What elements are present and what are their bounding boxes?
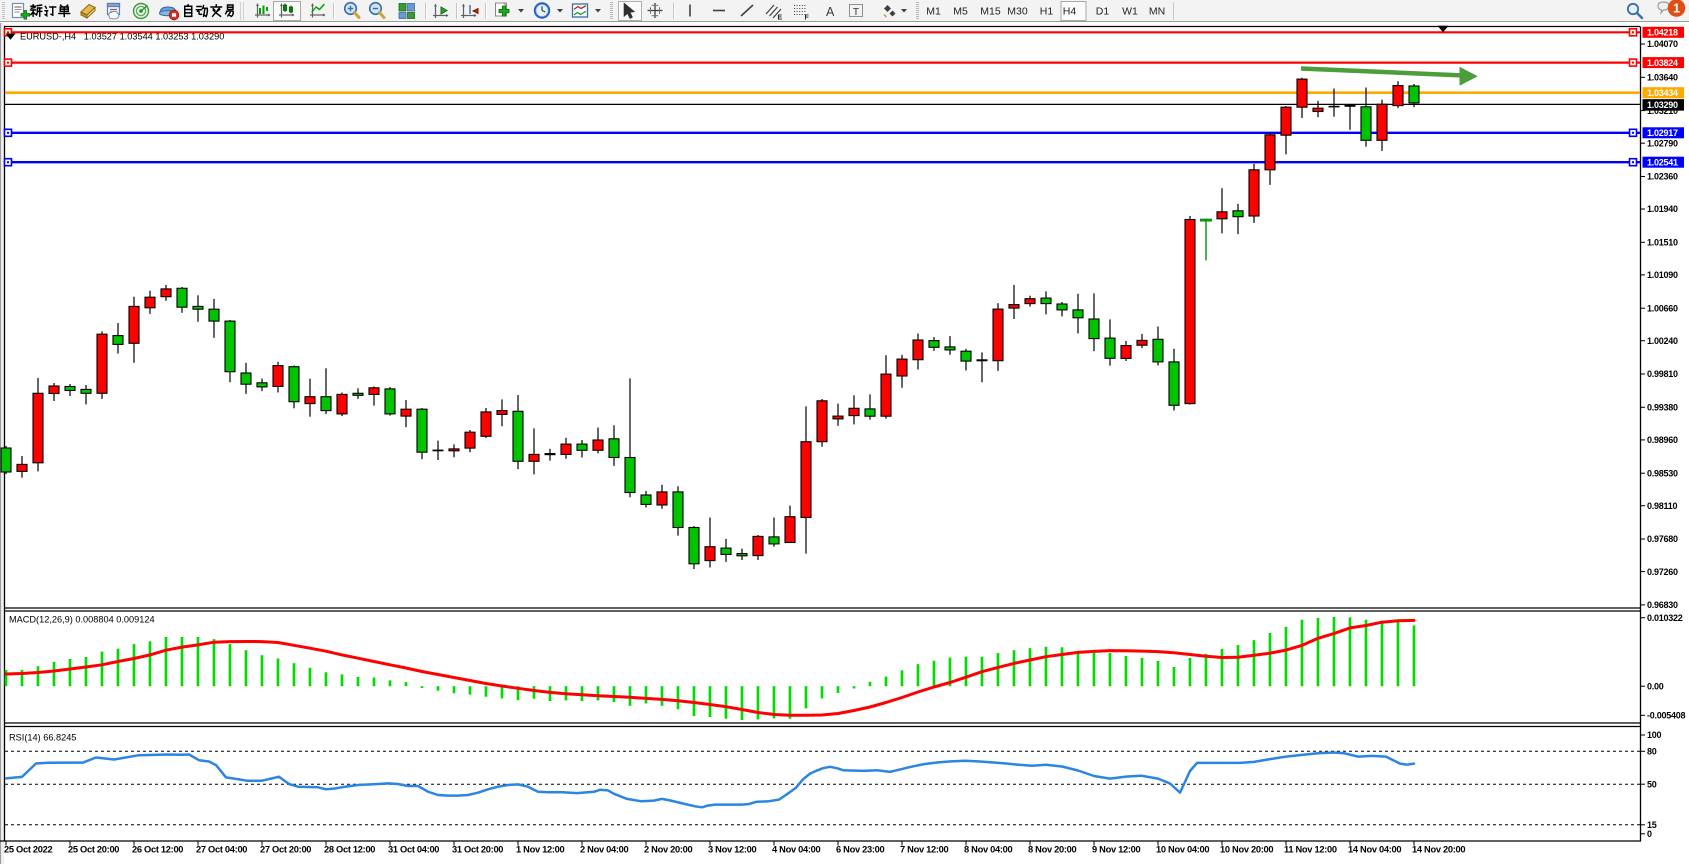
svg-text:15: 15 — [1647, 820, 1657, 830]
svg-text:M5: M5 — [953, 6, 968, 18]
svg-text:1.00240: 1.00240 — [1647, 336, 1678, 346]
svg-text:11 Nov 12:00: 11 Nov 12:00 — [1284, 845, 1337, 855]
svg-text:8 Nov 04:00: 8 Nov 04:00 — [964, 845, 1013, 855]
svg-text:1.00660: 1.00660 — [1647, 303, 1678, 313]
svg-text:1 Nov 12:00: 1 Nov 12:00 — [516, 845, 565, 855]
svg-text:3 Nov 12:00: 3 Nov 12:00 — [708, 845, 757, 855]
svg-text:1.03290: 1.03290 — [1647, 100, 1678, 110]
svg-text:EURUSD-,H4 1.03527 1.03544 1: EURUSD-,H4 1.03527 1.03544 1.03253 1.032… — [20, 32, 224, 42]
svg-text:50: 50 — [1647, 779, 1657, 789]
svg-text:1.01940: 1.01940 — [1647, 204, 1678, 214]
svg-text:2 Nov 20:00: 2 Nov 20:00 — [644, 845, 693, 855]
svg-text:27 Oct 04:00: 27 Oct 04:00 — [196, 845, 247, 855]
svg-text:8 Nov 20:00: 8 Nov 20:00 — [1028, 845, 1077, 855]
svg-text:M30: M30 — [1007, 6, 1028, 18]
svg-text:31 Oct 04:00: 31 Oct 04:00 — [388, 845, 439, 855]
svg-text:1.04070: 1.04070 — [1647, 39, 1678, 49]
svg-text:25 Oct 2022: 25 Oct 2022 — [4, 845, 53, 855]
svg-text:1.01090: 1.01090 — [1647, 270, 1678, 280]
svg-text:1.02541: 1.02541 — [1647, 157, 1678, 167]
svg-text:25 Oct 20:00: 25 Oct 20:00 — [68, 845, 119, 855]
svg-text:0.97680: 0.97680 — [1647, 534, 1678, 544]
svg-text:0.97260: 0.97260 — [1647, 567, 1678, 577]
svg-text:10 Nov 20:00: 10 Nov 20:00 — [1220, 845, 1273, 855]
svg-text:1.01510: 1.01510 — [1647, 238, 1678, 248]
svg-text:1.02790: 1.02790 — [1647, 138, 1678, 148]
svg-text:14 Nov 20:00: 14 Nov 20:00 — [1412, 845, 1465, 855]
svg-text:H1: H1 — [1040, 6, 1054, 18]
svg-text:1.02360: 1.02360 — [1647, 172, 1678, 182]
svg-text:1.04218: 1.04218 — [1647, 28, 1678, 38]
svg-text:1.03824: 1.03824 — [1647, 58, 1678, 68]
svg-text:A: A — [826, 5, 835, 19]
svg-text:0: 0 — [1647, 829, 1652, 839]
svg-text:1.02917: 1.02917 — [1647, 128, 1678, 138]
svg-text:2 Nov 04:00: 2 Nov 04:00 — [580, 845, 629, 855]
svg-text:0.98530: 0.98530 — [1647, 468, 1678, 478]
svg-text:1.03434: 1.03434 — [1647, 88, 1678, 98]
svg-text:6 Nov 23:00: 6 Nov 23:00 — [836, 845, 885, 855]
svg-text:0.00: 0.00 — [1647, 681, 1664, 691]
svg-text:H4: H4 — [1063, 6, 1077, 18]
svg-text:28 Oct 12:00: 28 Oct 12:00 — [324, 845, 375, 855]
svg-text:F: F — [805, 15, 810, 22]
svg-text:0.99810: 0.99810 — [1647, 369, 1678, 379]
svg-text:27 Oct 20:00: 27 Oct 20:00 — [260, 845, 311, 855]
svg-text:100: 100 — [1647, 730, 1662, 740]
svg-text:M1: M1 — [926, 6, 941, 18]
svg-text:0.99380: 0.99380 — [1647, 403, 1678, 413]
svg-text:1: 1 — [1673, 2, 1680, 16]
svg-text:0.96830: 0.96830 — [1647, 600, 1678, 610]
svg-text:MN: MN — [1149, 6, 1165, 18]
svg-text:-0.005408: -0.005408 — [1647, 711, 1686, 721]
svg-text:80: 80 — [1647, 747, 1657, 757]
svg-text:7 Nov 12:00: 7 Nov 12:00 — [900, 845, 949, 855]
svg-text:0.98110: 0.98110 — [1647, 501, 1678, 511]
svg-text:1.03210: 1.03210 — [1647, 106, 1678, 116]
svg-text:D1: D1 — [1096, 6, 1110, 18]
svg-text:MACD(12,26,9) 0.008804 0.00912: MACD(12,26,9) 0.008804 0.009124 — [9, 615, 155, 625]
svg-text:0.98960: 0.98960 — [1647, 435, 1678, 445]
svg-text:9 Nov 12:00: 9 Nov 12:00 — [1092, 845, 1141, 855]
svg-text:14 Nov 04:00: 14 Nov 04:00 — [1348, 845, 1401, 855]
svg-text:M15: M15 — [980, 6, 1001, 18]
svg-text:E: E — [778, 15, 783, 22]
svg-text:T: T — [853, 6, 860, 18]
svg-text:0.010322: 0.010322 — [1647, 613, 1683, 623]
svg-text:1.03640: 1.03640 — [1647, 73, 1678, 83]
svg-text:RSI(14) 66.8245: RSI(14) 66.8245 — [9, 733, 76, 743]
svg-text:26 Oct 12:00: 26 Oct 12:00 — [132, 845, 183, 855]
svg-text:W1: W1 — [1122, 6, 1138, 18]
svg-text:4 Nov 04:00: 4 Nov 04:00 — [772, 845, 821, 855]
svg-text:10 Nov 04:00: 10 Nov 04:00 — [1156, 845, 1209, 855]
svg-text:31 Oct 20:00: 31 Oct 20:00 — [452, 845, 503, 855]
